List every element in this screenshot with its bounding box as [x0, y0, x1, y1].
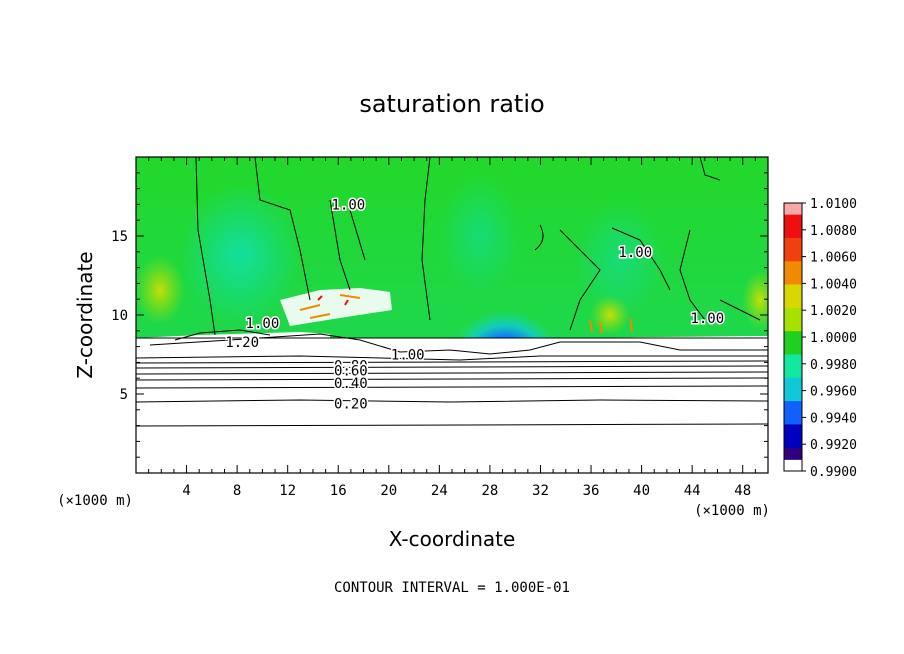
x-tick-label: 28: [481, 483, 498, 499]
contour-label: 1.00: [618, 245, 652, 261]
colorbar-swatch: [784, 447, 802, 460]
heatmap-field: [136, 157, 768, 473]
contour-label: 1.00: [331, 197, 365, 213]
colorbar-label: 0.9940: [810, 411, 857, 426]
x-unit-left: (×1000 m): [57, 493, 133, 509]
colorbar-swatch: [784, 401, 802, 425]
colorbar-swatch: [784, 424, 802, 449]
colorbar-label: 1.0080: [810, 224, 857, 239]
colorbar-swatch: [784, 377, 802, 402]
x-tick-label: 24: [431, 483, 448, 499]
colorbar-swatch: [784, 284, 802, 309]
x-tick-label: 8: [233, 483, 241, 499]
x-tick-label: 12: [279, 483, 296, 499]
colorbar-swatch: [784, 261, 802, 286]
x-tick-label: 40: [633, 483, 650, 499]
colorbar-swatch: [784, 307, 802, 332]
colorbar-label: 1.0000: [810, 331, 857, 346]
y-tick-label: 5: [120, 387, 128, 403]
x-tick-label: 16: [330, 483, 347, 499]
colorbar-swatch: [784, 354, 802, 379]
colorbar-label: 0.9900: [810, 465, 857, 480]
chart-title: saturation ratio: [359, 90, 544, 118]
contour-label: 0.60: [334, 363, 368, 379]
colorbar-swatch: [784, 214, 802, 239]
x-axis-label: X-coordinate: [389, 527, 516, 551]
x-unit-right: (×1000 m): [694, 503, 770, 519]
y-axis-label: Z-coordinate: [73, 251, 97, 378]
contour-labels: 1.20 1.00 0.800.600.40 0.20 1.00 1.00 1.00 1.00: [224, 196, 726, 414]
y-tick-label: 10: [111, 308, 128, 324]
colorbar-label: 1.0020: [810, 304, 857, 319]
colorbar: 1.0100 1.0080 1.0060 1.0040 1.0020 1.0000 0.99…: [783, 197, 857, 480]
contour-label: 1.20: [225, 335, 259, 351]
y-axis: 5 10 15: [111, 172, 768, 458]
colorbar-label: 1.0100: [810, 197, 857, 212]
y-tick-label: 15: [111, 229, 128, 245]
contour-label: 0.40: [334, 376, 368, 392]
x-tick-label: 32: [532, 483, 549, 499]
contour-label: 1.00: [690, 311, 724, 327]
colorbar-swatch: [784, 331, 802, 355]
colorbar-label: 1.0040: [810, 277, 857, 292]
contour-label: 1.00: [246, 316, 280, 332]
contour-lines: [136, 157, 768, 427]
contour-label: 1.00: [391, 348, 425, 364]
colorbar-label: 0.9960: [810, 385, 857, 400]
colorbar-label: 0.9920: [810, 438, 857, 453]
colorbar-swatch: [784, 203, 802, 216]
x-tick-label: 20: [380, 483, 397, 499]
contour-interval-note: CONTOUR INTERVAL = 1.000E-01: [334, 580, 570, 596]
colorbar-label: 1.0060: [810, 251, 857, 266]
x-tick-label: 36: [583, 483, 600, 499]
contour-label: 0.20: [334, 396, 368, 412]
colorbar-swatch: [784, 237, 802, 262]
contour-label: 0.80: [334, 359, 368, 375]
x-tick-label: 48: [734, 483, 751, 499]
x-axis: 4 8 12 16 20 24 28 32 36 40 44 48: [148, 157, 756, 499]
x-tick-label: 44: [684, 483, 701, 499]
colorbar-label: 0.9980: [810, 358, 857, 373]
x-tick-label: 4: [182, 483, 190, 499]
